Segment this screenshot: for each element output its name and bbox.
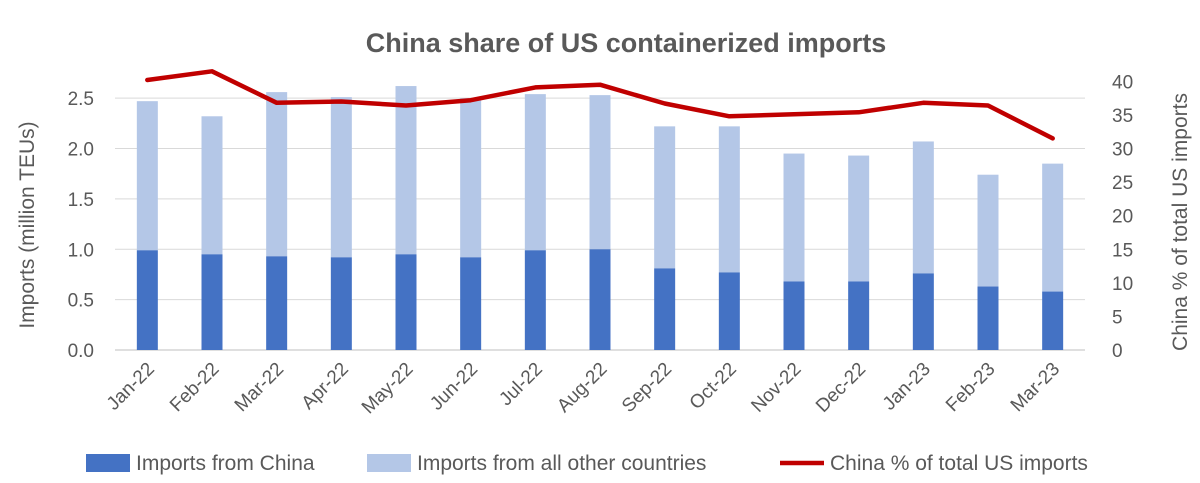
line-series [145, 69, 1055, 141]
bar-china-feb-22 [201, 254, 223, 350]
bar-other-mar-23 [1042, 163, 1064, 292]
bar-china-nov-22 [783, 281, 805, 350]
bar-other-jan-22 [136, 101, 158, 251]
bar-china-sep-22 [654, 268, 676, 350]
y2-tick-label: 5 [1112, 307, 1123, 328]
bar-other-oct-22 [718, 126, 740, 273]
y2-tick-label: 15 [1112, 240, 1133, 261]
legend-label-china: Imports from China [136, 452, 315, 475]
bar-china-aug-22 [589, 249, 611, 350]
legend: Imports from China Imports from all other… [86, 452, 1088, 475]
y-axis-left: 0.0 0.5 1.0 1.5 2.0 2.5 [68, 89, 94, 362]
bar-other-nov-22 [783, 153, 805, 282]
x-tick-label: Mar-23 [1007, 359, 1064, 416]
x-tick-label: Apr-22 [298, 359, 353, 414]
y-tick-label: 0.0 [68, 341, 94, 362]
bar-china-dec-22 [848, 281, 870, 350]
x-tick-label: Mar-22 [231, 359, 288, 416]
bar-other-aug-22 [589, 95, 611, 250]
y2-tick-label: 10 [1112, 274, 1133, 295]
y-tick-label: 0.5 [68, 291, 94, 312]
y-tick-label: 1.5 [68, 190, 94, 211]
legend-swatch-china [86, 454, 130, 472]
x-tick-label: Oct-22 [686, 359, 741, 414]
y-axis-title: Imports (million TEUs) [16, 121, 39, 328]
y-tick-label: 2.0 [68, 140, 94, 161]
bar-china-jul-22 [524, 250, 546, 350]
x-tick-label: Feb-23 [942, 359, 999, 416]
bar-other-sep-22 [654, 126, 676, 269]
bar-china-jun-22 [460, 257, 482, 350]
bars [136, 86, 1064, 350]
bar-china-jan-22 [136, 250, 158, 350]
y2-tick-label: 40 [1112, 72, 1133, 93]
y2-tick-label: 30 [1112, 140, 1133, 161]
bar-other-jun-22 [460, 98, 482, 258]
legend-label-line: China % of total US imports [830, 452, 1088, 475]
bar-china-mar-22 [266, 256, 288, 350]
x-tick-label: Dec-22 [812, 359, 870, 417]
chart-title: China share of US containerized imports [366, 28, 887, 58]
x-tick-label: Jun-22 [426, 359, 482, 415]
x-axis: Jan-22 Feb-22 Mar-22 Apr-22 May-22 Jun-22 Jul-… [103, 359, 1064, 419]
bar-other-apr-22 [330, 97, 352, 258]
x-tick-label: Jan-22 [103, 359, 159, 415]
bar-other-jul-22 [524, 94, 546, 251]
y-tick-label: 1.0 [68, 240, 94, 261]
legend-label-other: Imports from all other countries [417, 452, 706, 475]
x-tick-label: Nov-22 [747, 359, 805, 417]
x-tick-label: Sep-22 [618, 359, 676, 417]
x-tick-label: Jul-22 [495, 359, 546, 410]
bar-china-may-22 [395, 254, 417, 350]
y2-tick-label: 0 [1112, 341, 1123, 362]
bar-other-feb-22 [201, 116, 223, 255]
legend-swatch-other [367, 454, 411, 472]
bar-china-mar-23 [1042, 291, 1064, 350]
x-tick-label: May-22 [358, 359, 418, 419]
y-tick-label: 2.5 [68, 89, 94, 110]
bar-other-mar-22 [266, 92, 288, 257]
y2-tick-label: 35 [1112, 106, 1133, 127]
bar-china-oct-22 [718, 272, 740, 350]
x-tick-label: Feb-22 [166, 359, 223, 416]
bar-china-apr-22 [330, 257, 352, 350]
bar-other-may-22 [395, 86, 417, 255]
y-axis-right: 0 5 10 15 20 25 30 35 40 [1112, 72, 1133, 362]
bar-other-feb-23 [977, 174, 999, 287]
x-tick-label: Aug-22 [553, 359, 611, 417]
y2-axis-title: China % of total US imports [1169, 93, 1192, 351]
y2-tick-label: 25 [1112, 173, 1133, 194]
bar-china-feb-23 [977, 286, 999, 350]
x-tick-label: Jan-23 [879, 359, 935, 415]
bar-other-jan-23 [912, 141, 934, 274]
y2-tick-label: 20 [1112, 207, 1133, 228]
bar-china-jan-23 [912, 273, 934, 350]
bar-other-dec-22 [848, 155, 870, 282]
